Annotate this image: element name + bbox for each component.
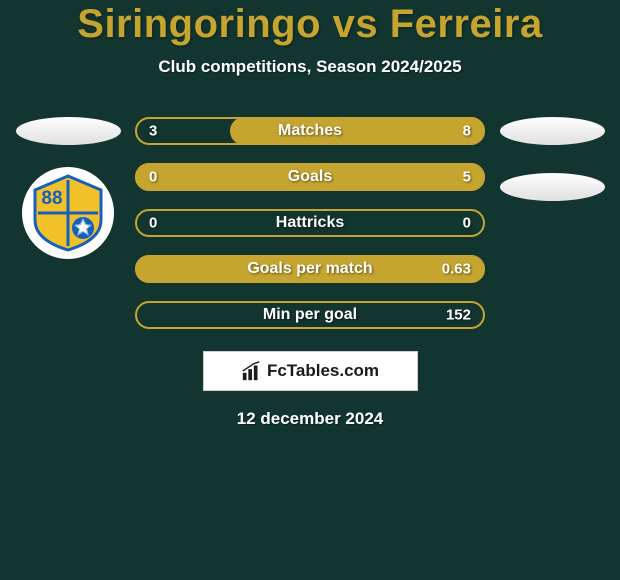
player-oval-left <box>16 117 121 145</box>
bar-chart-icon <box>241 360 263 382</box>
stat-bar: 0 Hattricks 0 <box>135 209 485 237</box>
bar-right-value: 0 <box>463 215 471 232</box>
bar-label: Goals <box>288 168 332 186</box>
left-player-col: 88 <box>13 117 123 259</box>
bar-label: Hattricks <box>276 214 344 232</box>
bar-left-value: 3 <box>149 123 157 140</box>
date-text: 12 december 2024 <box>237 409 384 429</box>
subtitle: Club competitions, Season 2024/2025 <box>0 57 620 77</box>
club-badge-left: 88 <box>22 167 114 259</box>
bar-right-value: 0.63 <box>442 261 471 278</box>
stat-bar: 0 Goals 5 <box>135 163 485 191</box>
brand-text: FcTables.com <box>267 361 379 381</box>
bar-right-value: 152 <box>446 307 471 324</box>
bar-fill <box>230 117 486 145</box>
page-title: Siringoringo vs Ferreira <box>0 2 620 47</box>
player-oval-right-1 <box>500 117 605 145</box>
right-player-col <box>497 117 607 201</box>
bar-right-value: 8 <box>463 123 471 140</box>
stat-bar: 3 Matches 8 <box>135 117 485 145</box>
stat-bar: Min per goal 152 <box>135 301 485 329</box>
brand-box[interactable]: FcTables.com <box>203 351 418 391</box>
stat-bar: Goals per match 0.63 <box>135 255 485 283</box>
player-oval-right-2 <box>500 173 605 201</box>
bar-label: Min per goal <box>263 306 357 324</box>
stat-bars: 3 Matches 8 0 Goals 5 0 Hattricks 0 Goals per mat… <box>135 117 485 329</box>
bar-left-value: 0 <box>149 169 157 186</box>
comparison-row: 88 3 Matches 8 0 Goals 5 0 Hattricks 0 Goals per … <box>0 117 620 329</box>
bar-label: Goals per match <box>247 260 372 278</box>
bar-label: Matches <box>278 122 342 140</box>
svg-text:88: 88 <box>41 188 62 209</box>
footer: FcTables.com 12 december 2024 <box>0 351 620 429</box>
bar-left-value: 0 <box>149 215 157 232</box>
bar-right-value: 5 <box>463 169 471 186</box>
